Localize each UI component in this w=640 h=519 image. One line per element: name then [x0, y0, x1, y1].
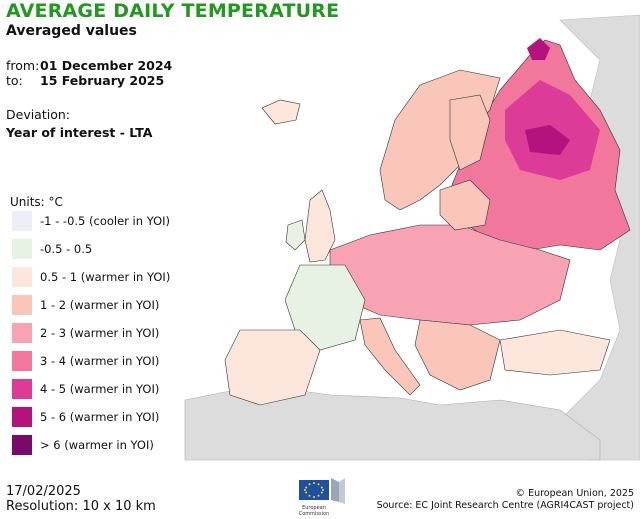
footer-info: 17/02/2025 Resolution: 10 x 10 km — [6, 484, 156, 514]
legend-item: 4 - 5 (warmer in YOI) — [12, 379, 159, 399]
logo-text-line1: European — [302, 505, 326, 511]
legend-swatch — [12, 295, 32, 315]
legend-label: 2 - 3 (warmer in YOI) — [40, 326, 160, 340]
legend-label: 0.5 - 1 (warmer in YOI) — [40, 270, 171, 284]
legend-swatch — [12, 379, 32, 399]
date-range: from:01 December 2024 to: 15 February 202… — [6, 58, 172, 88]
russia-hottest-core — [525, 125, 570, 155]
legend-item: -0.5 - 0.5 — [12, 239, 92, 259]
legend-label: 1 - 2 (warmer in YOI) — [40, 298, 160, 312]
legend: Units: °C -1 - -0.5 (cooler in YOI) -0.5… — [0, 183, 182, 459]
legend-item: 1 - 2 (warmer in YOI) — [12, 295, 159, 315]
european-commission-logo: European Commission — [299, 478, 345, 517]
source: Source: EC Joint Research Centre (AGRI4C… — [376, 500, 634, 511]
legend-swatch — [12, 351, 32, 371]
from-label: from: — [6, 58, 40, 73]
baltic-region — [439, 179, 491, 231]
legend-label: > 6 (warmer in YOI) — [40, 438, 154, 452]
map-title: AVERAGE DAILY TEMPERATURE — [6, 0, 340, 22]
legend-label: 3 - 4 (warmer in YOI) — [40, 354, 160, 368]
legend-label: -1 - -0.5 (cooler in YOI) — [40, 214, 171, 228]
deviation-value: Year of interest - LTA — [6, 125, 153, 140]
to-value: 15 February 2025 — [40, 73, 165, 88]
legend-item: 5 - 6 (warmer in YOI) — [12, 407, 159, 427]
turkey-region — [499, 329, 611, 376]
legend-swatch — [12, 211, 32, 231]
legend-label: -0.5 - 0.5 — [40, 242, 93, 256]
to-label: to: — [6, 73, 23, 88]
russia-north-tip — [527, 38, 550, 60]
map-subtitle: Averaged values — [6, 23, 137, 39]
logo-text-line2: Commission — [299, 511, 330, 517]
legend-label: 5 - 6 (warmer in YOI) — [40, 410, 160, 424]
footer-source: © European Union, 2025 Source: EC Joint … — [377, 488, 634, 512]
legend-swatch — [12, 435, 32, 455]
legend-swatch — [12, 267, 32, 287]
legend-item: -1 - -0.5 (cooler in YOI) — [12, 211, 170, 231]
resolution: Resolution: 10 x 10 km — [6, 499, 156, 514]
legend-item: > 6 (warmer in YOI) — [12, 435, 154, 455]
legend-label: 4 - 5 (warmer in YOI) — [40, 382, 160, 396]
legend-swatch — [12, 323, 32, 343]
ireland-region — [285, 219, 306, 251]
finland-region — [449, 94, 491, 171]
iberia-region — [224, 329, 321, 406]
balkans-region — [414, 319, 501, 391]
legend-item: 0.5 - 1 (warmer in YOI) — [12, 267, 170, 287]
legend-item: 3 - 4 (warmer in YOI) — [12, 351, 159, 371]
deviation-label: Deviation: — [6, 107, 71, 122]
legend-swatch — [12, 239, 32, 259]
north-africa-land — [184, 384, 601, 461]
legend-swatch — [12, 407, 32, 427]
issue-date: 17/02/2025 — [6, 484, 81, 499]
legend-units: Units: °C — [10, 195, 63, 209]
copyright: © European Union, 2025 — [515, 488, 634, 499]
iceland-region — [261, 99, 301, 125]
from-value: 01 December 2024 — [40, 58, 173, 73]
italy-region — [359, 317, 421, 396]
legend-item: 2 - 3 (warmer in YOI) — [12, 323, 159, 343]
france-region — [284, 264, 366, 351]
